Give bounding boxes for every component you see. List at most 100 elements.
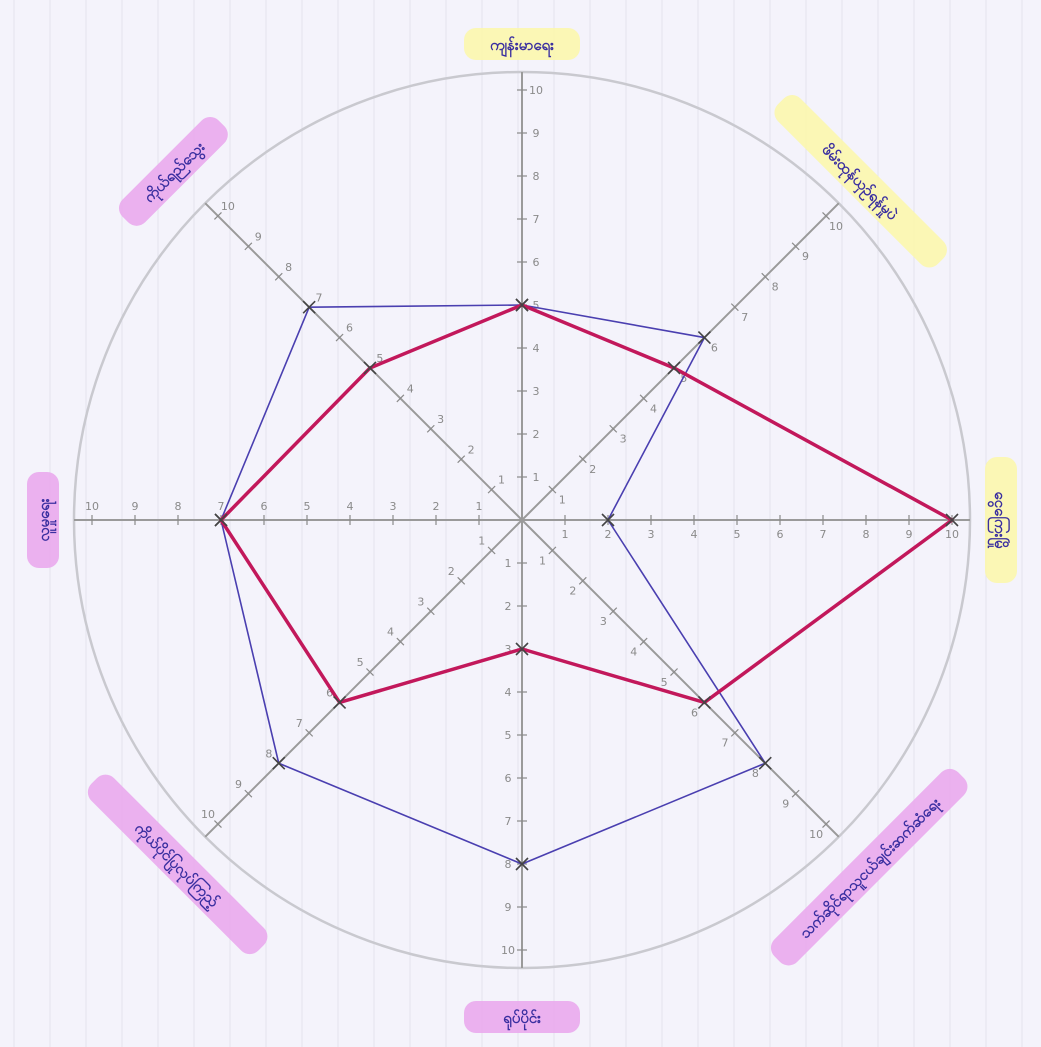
label-highlight	[87, 774, 268, 955]
tick-label: 8	[863, 528, 870, 541]
tick-label: 9	[235, 778, 242, 791]
axis-tick	[426, 424, 435, 433]
tick-label: 2	[433, 500, 440, 513]
tick-label: 9	[255, 230, 262, 243]
tick-label: 9	[505, 901, 512, 914]
axis-tick	[305, 728, 314, 737]
tick-label: 10	[221, 200, 235, 213]
series-point	[601, 513, 615, 527]
tick-label: 1	[505, 557, 512, 570]
tick-label: 4	[650, 402, 657, 415]
tick-label: 3	[390, 500, 397, 513]
axis-tick	[791, 789, 800, 798]
tick-label: 7	[296, 717, 303, 730]
axis-spoke-4	[521, 519, 840, 838]
tick-label: 1	[478, 535, 485, 548]
series-point	[515, 298, 529, 312]
label-highlight	[985, 457, 1017, 583]
paper-grid	[13, 0, 1023, 1047]
tick-label: 5	[661, 676, 668, 689]
label-highlight	[464, 28, 580, 60]
axis-tick	[396, 637, 405, 646]
tick-label: 7	[218, 500, 225, 513]
tick-label: 3	[648, 528, 655, 541]
axis-spokes	[74, 72, 970, 968]
tick-label: 4	[387, 626, 394, 639]
tick-label: 3	[600, 615, 607, 628]
tick-label: 9	[132, 500, 139, 513]
series-point	[945, 513, 959, 527]
category-label-7: လူမှုရေး	[27, 472, 59, 568]
axis-tick	[396, 394, 405, 403]
axis-tick	[761, 272, 770, 281]
axis-tick	[670, 668, 678, 676]
tick-label: 8	[265, 747, 272, 760]
tick-label: 4	[407, 382, 414, 395]
category-label-1: ကျန်းမာရေး	[464, 28, 580, 60]
axis-tick	[730, 303, 739, 312]
tick-label: 2	[589, 463, 596, 476]
tick-label: 8	[533, 170, 540, 183]
series-point	[272, 756, 286, 770]
series-point	[697, 331, 711, 345]
series-line	[220, 304, 767, 865]
axis-tick	[609, 424, 618, 433]
category-label-text: ကျန်းမာရေး	[490, 35, 554, 58]
tick-label: 10	[829, 220, 843, 233]
tick-label: 1	[562, 528, 569, 541]
tick-label: 6	[711, 341, 718, 354]
axis-tick	[822, 211, 831, 220]
tick-label: 5	[533, 299, 540, 312]
axis-tick	[578, 455, 587, 464]
category-label-5: ရုပ်ပိုင်း	[464, 1001, 580, 1033]
axis-spoke-8	[204, 202, 523, 521]
tick-label: 1	[559, 493, 566, 506]
tick-label: 7	[820, 528, 827, 541]
label-highlight	[118, 116, 228, 226]
tick-label: 1	[498, 474, 505, 487]
axis-tick	[548, 485, 557, 494]
axis-ticks: 1 2 3 4 5 6 7 8 9 10 1 2 3 4 5 6 7 8 9 10 1 2 3 4 5 6 7 8 9 10 1 2 3 4 5 6 7…	[85, 84, 959, 957]
axis-tick	[639, 394, 648, 403]
category-label-3: ငွေကြေးမြို	[985, 457, 1017, 583]
axis-tick	[609, 607, 618, 616]
axis-tick	[366, 668, 374, 676]
tick-label: 6	[533, 256, 540, 269]
tick-label: 5	[505, 729, 512, 742]
tick-label: 4	[691, 528, 698, 541]
series-point	[302, 300, 316, 314]
axis-tick	[244, 789, 253, 798]
tick-label: 2	[505, 600, 512, 613]
tick-label: 10	[85, 500, 99, 513]
tick-label: 2	[533, 428, 540, 441]
axis-tick	[822, 820, 831, 829]
axis-tick	[244, 242, 253, 251]
tick-label: 2	[569, 585, 576, 598]
tick-label: 8	[505, 858, 512, 871]
tick-label: 10	[809, 828, 823, 841]
axis-tick	[457, 576, 466, 585]
tick-label: 4	[533, 342, 540, 355]
axis-tick	[639, 637, 648, 646]
series-point	[758, 756, 772, 770]
tick-label: 5	[734, 528, 741, 541]
tick-label: 3	[620, 433, 627, 446]
tick-label: 7	[505, 815, 512, 828]
tick-label: 4	[347, 500, 354, 513]
tick-label: 6	[326, 687, 333, 700]
axis-tick	[548, 546, 557, 555]
axis-tick	[426, 607, 435, 616]
tick-label: 9	[782, 798, 789, 811]
category-label-text: လူမှုရေး	[35, 498, 57, 541]
tick-label: 5	[680, 372, 687, 385]
axis-tick	[791, 242, 800, 251]
tick-label: 6	[505, 772, 512, 785]
axis-tick	[487, 485, 496, 494]
category-label-text: ရုပ်ပိုင်း	[503, 1008, 541, 1031]
series-2	[214, 298, 959, 709]
tick-label: 6	[261, 500, 268, 513]
axis-tick	[213, 820, 222, 829]
tick-label: 9	[802, 250, 809, 263]
series-point	[333, 695, 347, 709]
series-point	[363, 361, 377, 375]
